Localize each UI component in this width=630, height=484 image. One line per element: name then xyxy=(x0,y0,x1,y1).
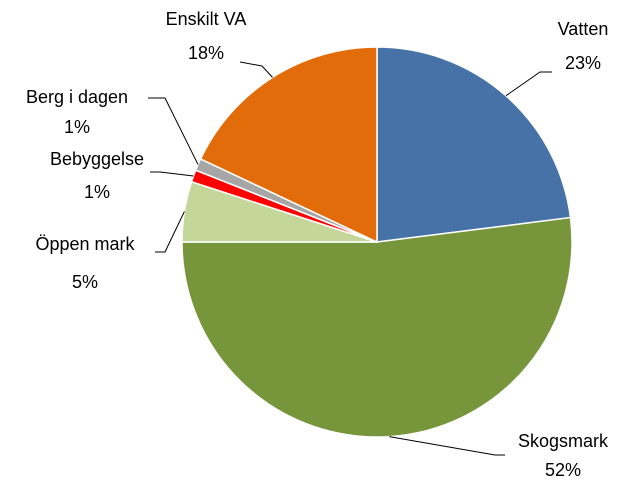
slice-label: Skogsmark xyxy=(518,431,609,451)
slice-value-label: 5% xyxy=(72,272,98,292)
leader-line xyxy=(505,71,552,97)
leader-line xyxy=(155,211,185,253)
leader-line xyxy=(150,171,194,177)
leader-line xyxy=(239,61,273,78)
slice-value-label: 52% xyxy=(545,460,581,480)
slice xyxy=(199,46,378,244)
slice xyxy=(181,216,573,438)
slice-label: Bebyggelse xyxy=(50,149,144,169)
leader-line xyxy=(148,97,199,165)
slice-value-label: 1% xyxy=(84,182,110,202)
slice-value-label: 23% xyxy=(565,53,601,73)
slice-label: Öppen mark xyxy=(35,234,135,254)
slice-value-label: 1% xyxy=(64,117,90,137)
slice xyxy=(376,46,572,243)
slice-label: Enskilt VA xyxy=(166,9,247,29)
slice-value-label: 18% xyxy=(188,43,224,63)
slice-label: Berg i dagen xyxy=(26,87,128,107)
leader-line xyxy=(389,436,505,456)
slice-label: Vatten xyxy=(558,19,609,39)
